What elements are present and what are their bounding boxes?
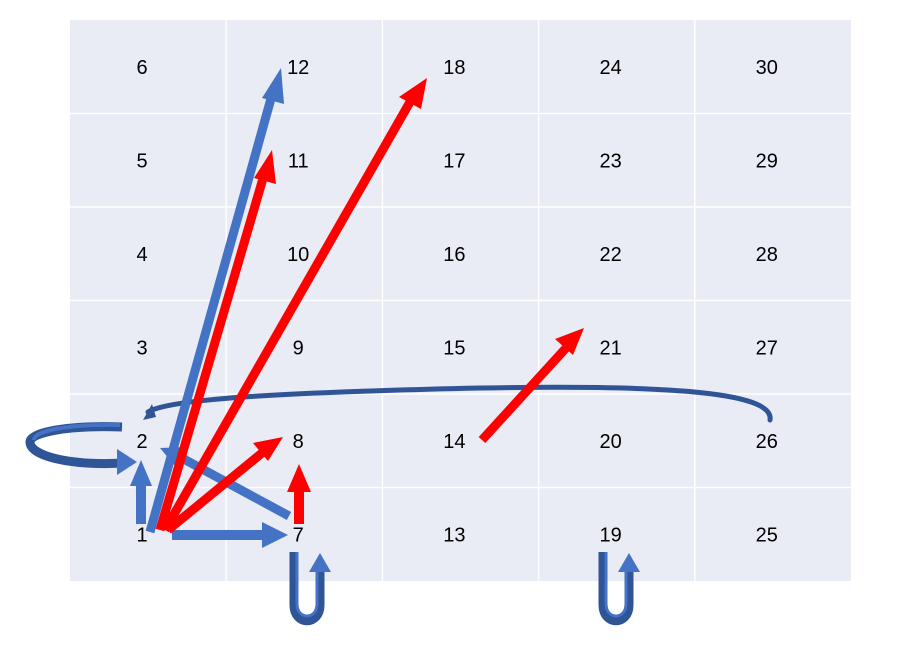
cell-label-29: 29 xyxy=(756,151,778,173)
cell-label-1: 1 xyxy=(136,525,147,547)
cell-label-28: 28 xyxy=(756,244,778,266)
red-arrow-1-to-18 xyxy=(161,78,427,533)
curved-arrow-loop-19 xyxy=(598,552,640,626)
grid-cells xyxy=(70,20,851,581)
cell-label-11: 11 xyxy=(288,151,309,173)
cell-label-7: 7 xyxy=(293,525,304,547)
cell-label-16: 16 xyxy=(443,244,465,266)
cell-label-19: 19 xyxy=(599,525,621,547)
red-arrow-1-to-8 xyxy=(165,437,283,534)
cell-label-13: 13 xyxy=(443,525,465,547)
cell-label-15: 15 xyxy=(443,338,465,360)
cell-label-6: 6 xyxy=(136,57,147,79)
cell-label-25: 25 xyxy=(756,525,778,547)
red-arrow-7-to-8 xyxy=(287,464,311,524)
cell-label-30: 30 xyxy=(756,57,778,79)
blue-arrow-1-to-2 xyxy=(130,460,152,524)
cell-label-5: 5 xyxy=(136,151,147,173)
red-arrow-14-to-21 xyxy=(478,328,584,444)
curved-arrow-loop-7 xyxy=(289,552,331,626)
cell-label-9: 9 xyxy=(293,338,304,360)
cell-label-27: 27 xyxy=(756,338,778,360)
blue-arrow-1-to-7 xyxy=(172,522,288,548)
cell-label-4: 4 xyxy=(136,244,147,266)
cell-label-22: 22 xyxy=(599,244,621,266)
cell-label-23: 23 xyxy=(599,151,621,173)
cell-label-3: 3 xyxy=(136,338,147,360)
cell-label-21: 21 xyxy=(599,338,621,360)
red-arrow-1-to-11 xyxy=(155,150,276,532)
cell-label-17: 17 xyxy=(443,151,465,173)
curved-arrow-loop-2 xyxy=(25,422,137,475)
cell-label-12: 12 xyxy=(287,57,309,79)
cell-label-8: 8 xyxy=(293,431,304,453)
cell-label-24: 24 xyxy=(599,57,621,79)
cell-label-20: 20 xyxy=(599,431,621,453)
cell-label-18: 18 xyxy=(443,57,465,79)
cell-label-14: 14 xyxy=(443,431,465,453)
grid-labels: 6 12 18 24 305 11 17 23 294 10 16 22 283 9 15 21 272 8 14 2… xyxy=(136,57,777,547)
cell-label-2: 2 xyxy=(136,431,147,453)
cell-label-26: 26 xyxy=(756,431,778,453)
cell-label-10: 10 xyxy=(287,244,309,266)
